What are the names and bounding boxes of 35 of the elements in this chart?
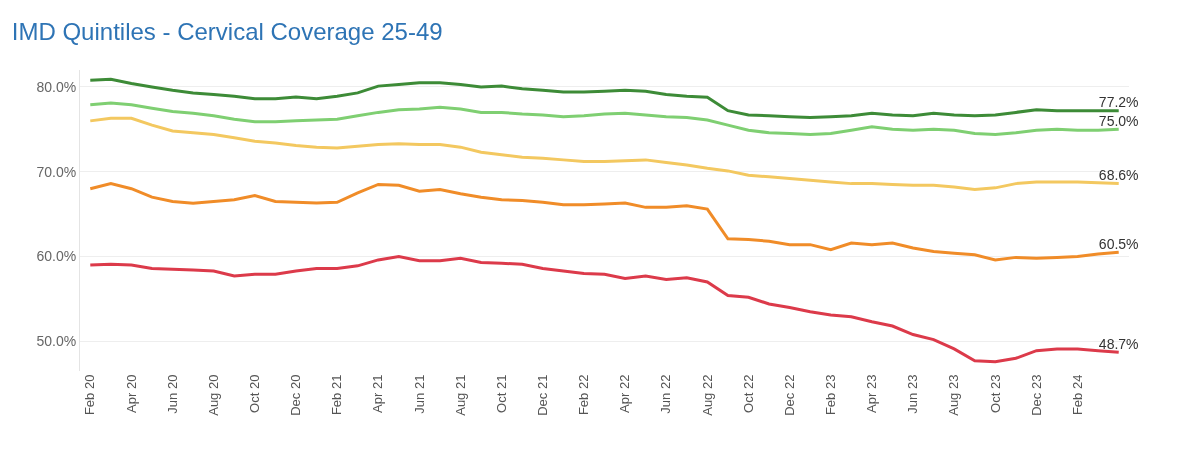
- x-tick-label: Apr 23: [864, 374, 880, 413]
- y-tick-label: 50.0%: [36, 333, 77, 350]
- y-tick-label: 70.0%: [36, 163, 77, 180]
- x-tick-label: Feb 21: [329, 374, 345, 416]
- data-label: 68.6%: [1098, 167, 1139, 184]
- x-tick-label: Oct 20: [247, 374, 263, 413]
- x-tick-label: Feb 20: [82, 374, 98, 416]
- x-tick-label: Dec 20: [288, 374, 304, 416]
- x-tick-label: Feb 24: [1069, 374, 1085, 416]
- x-tick-label: Dec 22: [781, 374, 797, 416]
- x-tick-label: Aug 21: [452, 374, 468, 416]
- x-tick-label: Apr 20: [123, 374, 139, 413]
- x-tick-label: Jun 21: [411, 374, 427, 414]
- y-tick-label: 60.0%: [36, 248, 77, 265]
- x-tick-label: Aug 23: [946, 374, 962, 416]
- data-label: 75.0%: [1098, 112, 1139, 129]
- x-tick-label: Feb 23: [822, 374, 838, 416]
- data-label: 48.7%: [1098, 335, 1139, 352]
- x-tick-label: Jun 23: [905, 374, 921, 414]
- x-tick-label: Aug 22: [699, 374, 715, 416]
- x-tick-label: Dec 21: [535, 374, 551, 416]
- x-tick-label: Apr 22: [617, 374, 633, 413]
- chart-title: IMD Quintiles - Cervical Coverage 25-49: [11, 17, 443, 45]
- data-label: 77.2%: [1098, 94, 1139, 111]
- x-tick-label: Feb 22: [576, 374, 592, 416]
- x-tick-label: Oct 22: [740, 374, 756, 413]
- x-tick-label: Aug 20: [205, 374, 221, 416]
- x-tick-label: Jun 22: [658, 374, 674, 414]
- y-tick-label: 80.0%: [36, 78, 77, 95]
- data-label: 60.5%: [1098, 235, 1139, 252]
- x-tick-label: Oct 23: [987, 374, 1003, 413]
- x-tick-label: Oct 21: [493, 374, 509, 413]
- x-tick-label: Jun 20: [164, 374, 180, 414]
- x-tick-label: Dec 23: [1028, 374, 1044, 416]
- x-tick-label: Apr 21: [370, 374, 386, 413]
